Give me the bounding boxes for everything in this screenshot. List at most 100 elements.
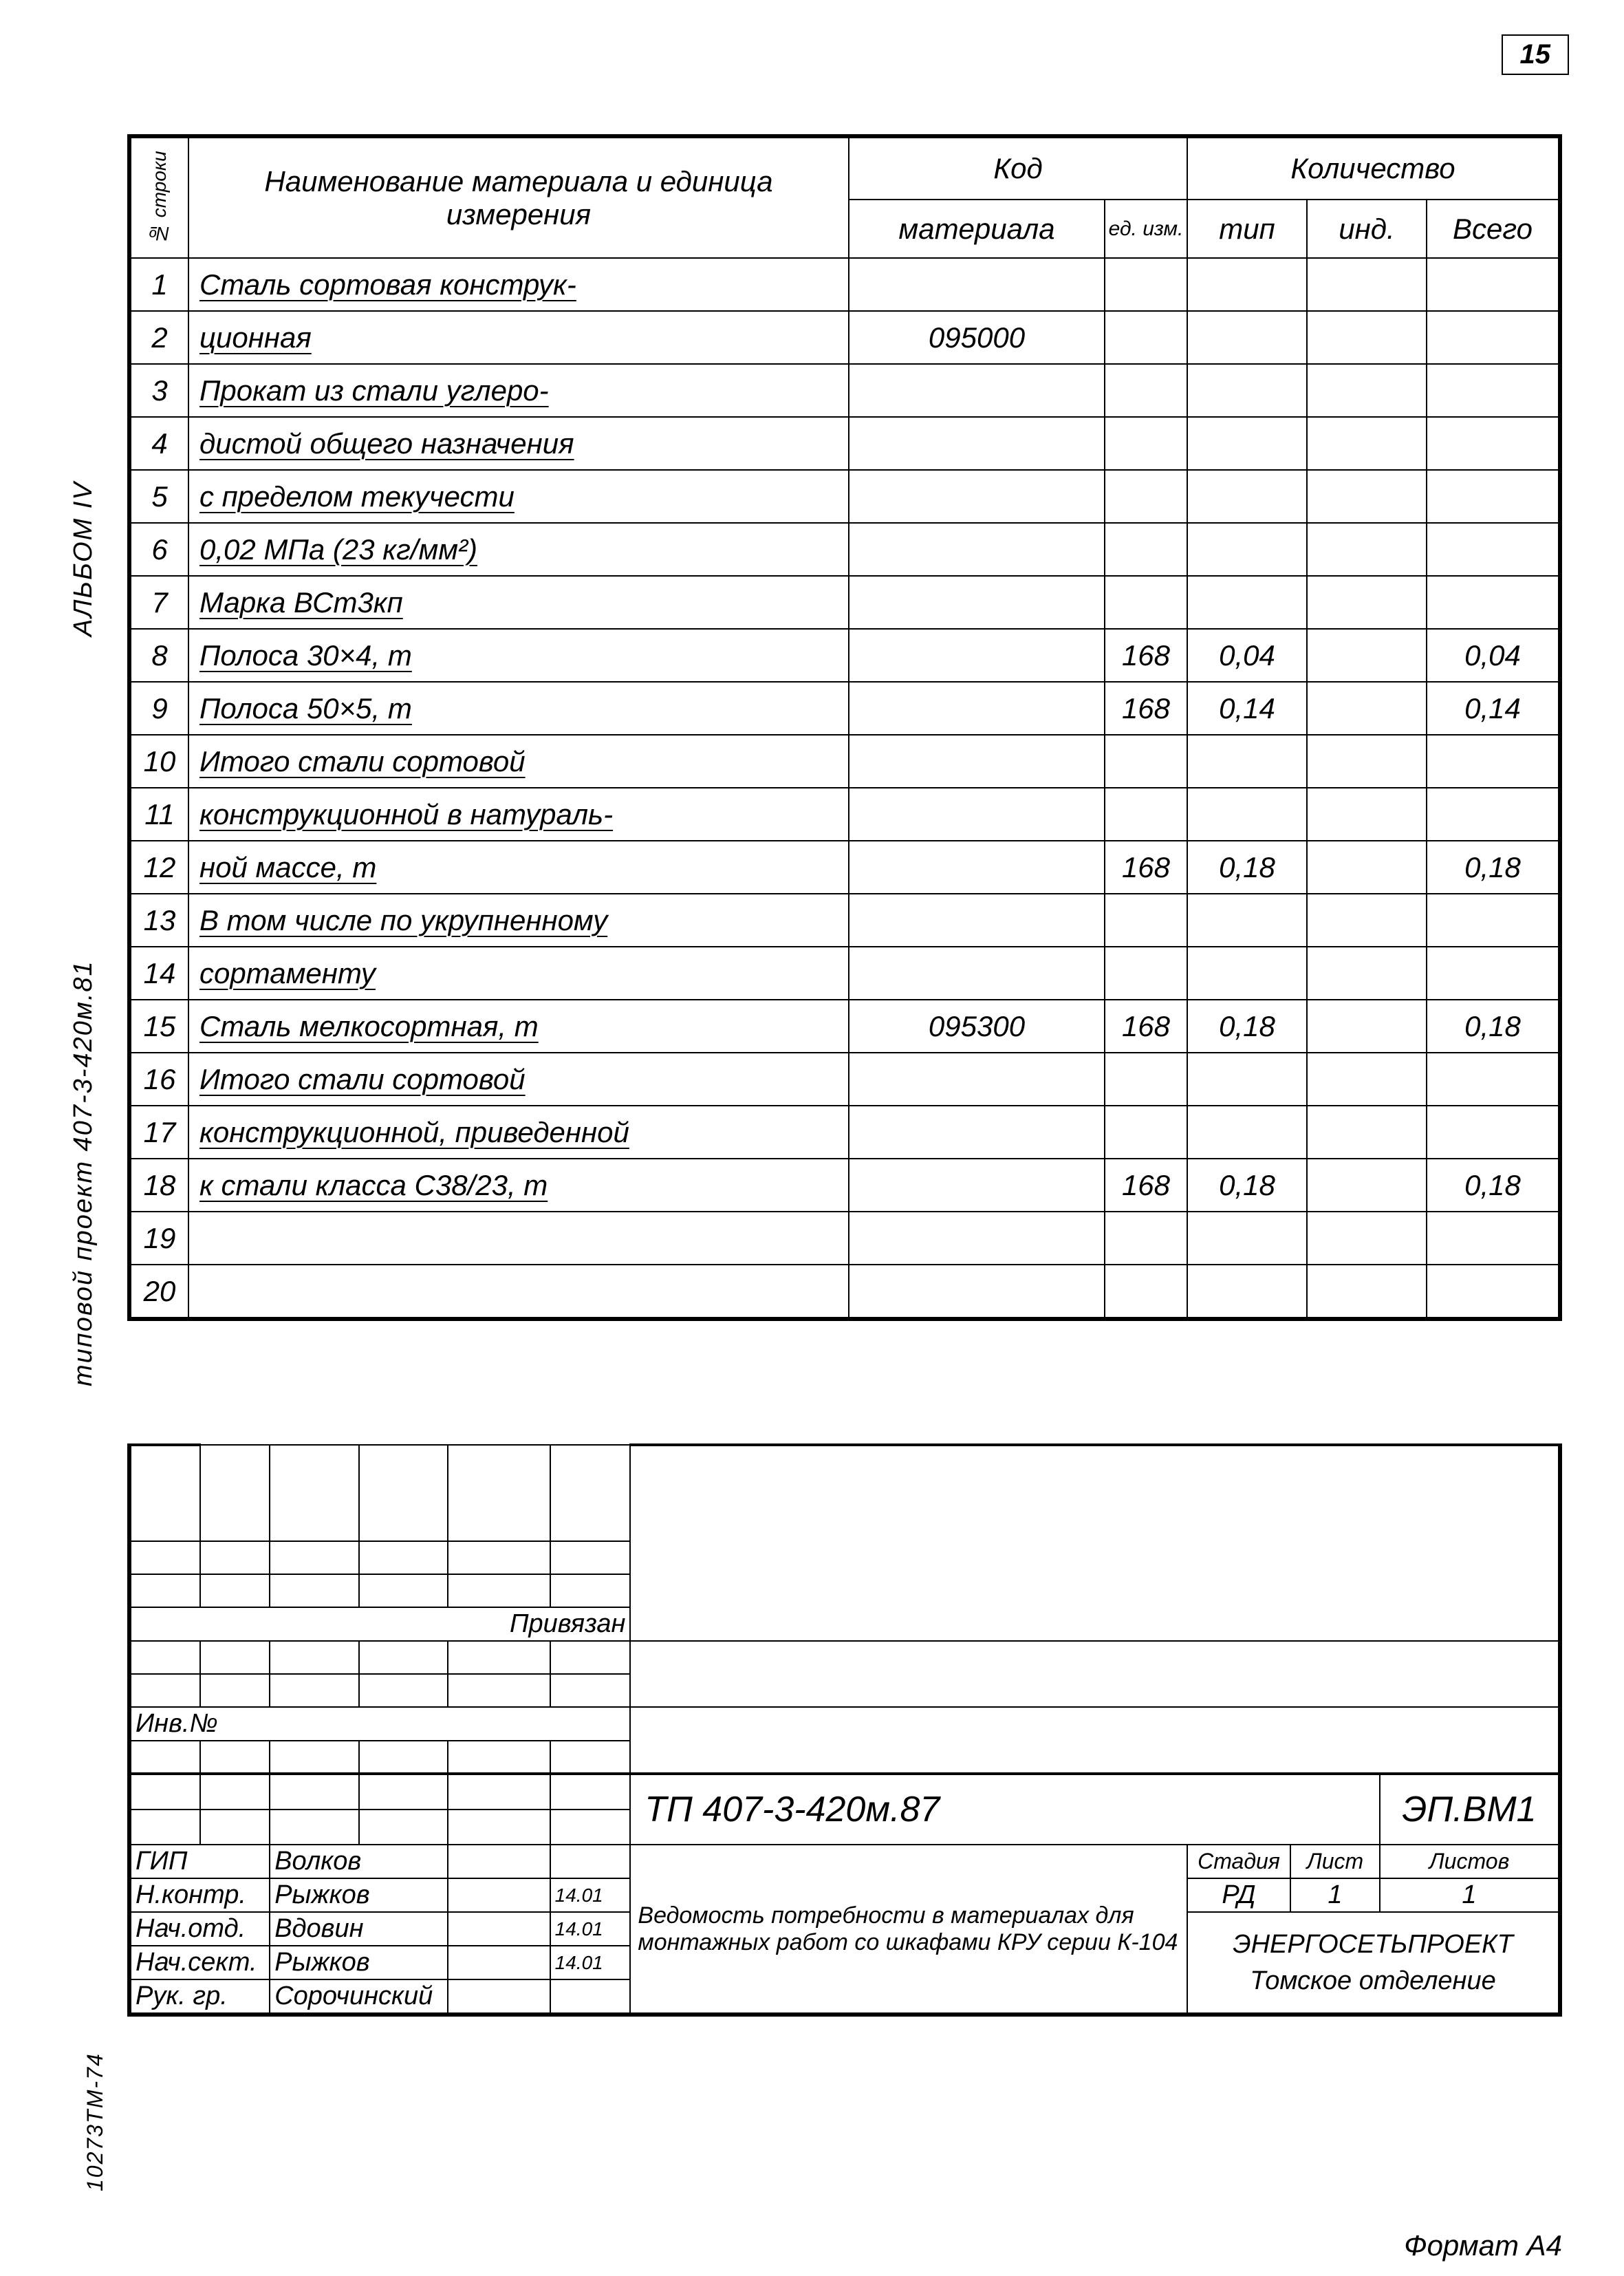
name-rukgr: Сорочинский	[270, 1979, 448, 2013]
qty-ind	[1307, 629, 1427, 682]
table-row: 17конструкционной, приведенной	[131, 1106, 1559, 1159]
unit-code	[1105, 470, 1187, 523]
material-code	[849, 788, 1105, 841]
material-code	[849, 364, 1105, 417]
unit-code	[1105, 735, 1187, 788]
unit-code	[1105, 947, 1187, 1000]
qty-ind	[1307, 682, 1427, 735]
materials-table: № строки Наименование материала и единиц…	[130, 137, 1559, 1318]
qty-tip	[1187, 523, 1307, 576]
unit-code: 168	[1105, 1000, 1187, 1053]
material-code	[849, 576, 1105, 629]
name-gip: Волков	[270, 1845, 448, 1878]
qty-total: 0,18	[1427, 1159, 1559, 1212]
row-number: 15	[131, 1000, 188, 1053]
material-code	[849, 682, 1105, 735]
qty-tip	[1187, 311, 1307, 364]
material-code	[849, 841, 1105, 894]
qty-ind	[1307, 523, 1427, 576]
role-nkontr: Н.контр.	[131, 1878, 270, 1912]
qty-ind	[1307, 894, 1427, 947]
material-name: ной массе, т	[188, 841, 849, 894]
role-gip: ГИП	[131, 1845, 270, 1878]
qty-ind	[1307, 788, 1427, 841]
date1: 14.01	[550, 1878, 631, 1912]
qty-tip	[1187, 735, 1307, 788]
role-nachotd: Нач.отд.	[131, 1912, 270, 1946]
table-row: 20	[131, 1265, 1559, 1318]
header-qty: Количество	[1187, 138, 1559, 200]
qty-tip	[1187, 1265, 1307, 1318]
qty-tip	[1187, 258, 1307, 311]
row-number: 11	[131, 788, 188, 841]
qty-total: 0,14	[1427, 682, 1559, 735]
unit-code: 168	[1105, 682, 1187, 735]
material-name	[188, 1212, 849, 1265]
qty-total	[1427, 735, 1559, 788]
material-name	[188, 1265, 849, 1318]
qty-total	[1427, 364, 1559, 417]
material-name: сортаменту	[188, 947, 849, 1000]
doc-suffix: ЭП.ВМ1	[1380, 1774, 1559, 1845]
bound-label: Привязан	[131, 1607, 630, 1641]
row-number: 12	[131, 841, 188, 894]
row-number: 3	[131, 364, 188, 417]
material-name: В том числе по укрупненному	[188, 894, 849, 947]
table-row: 19	[131, 1212, 1559, 1265]
qty-total	[1427, 1053, 1559, 1106]
sheets-label: Листов	[1380, 1845, 1559, 1878]
table-row: 15Сталь мелкосортная, т0953001680,180,18	[131, 1000, 1559, 1053]
qty-tip: 0,04	[1187, 629, 1307, 682]
material-name: ционная	[188, 311, 849, 364]
qty-ind	[1307, 417, 1427, 470]
material-code	[849, 523, 1105, 576]
qty-ind	[1307, 841, 1427, 894]
qty-ind	[1307, 311, 1427, 364]
qty-total: 0,18	[1427, 841, 1559, 894]
qty-ind	[1307, 1159, 1427, 1212]
material-name: 0,02 МПа (23 кг/мм²)	[188, 523, 849, 576]
row-number: 8	[131, 629, 188, 682]
row-number: 6	[131, 523, 188, 576]
qty-total	[1427, 470, 1559, 523]
row-number: 10	[131, 735, 188, 788]
org-name: ЭНЕРГОСЕТЬПРОЕКТ	[1192, 1930, 1554, 1960]
table-row: 10Итого стали сортовой	[131, 735, 1559, 788]
table-row: 1Сталь сортовая конструк-	[131, 258, 1559, 311]
qty-tip	[1187, 364, 1307, 417]
material-name: Итого стали сортовой	[188, 1053, 849, 1106]
material-name: Прокат из стали углеро-	[188, 364, 849, 417]
material-code: 095000	[849, 311, 1105, 364]
sheet-label: Лист	[1290, 1845, 1380, 1878]
material-name: Сталь мелкосортная, т	[188, 1000, 849, 1053]
material-code	[849, 1159, 1105, 1212]
material-code	[849, 258, 1105, 311]
table-row: 14сортаменту	[131, 947, 1559, 1000]
unit-code	[1105, 417, 1187, 470]
qty-total	[1427, 1212, 1559, 1265]
unit-code	[1105, 576, 1187, 629]
qty-tip: 0,18	[1187, 1159, 1307, 1212]
unit-code	[1105, 364, 1187, 417]
row-number: 17	[131, 1106, 188, 1159]
sheet-val: 1	[1290, 1878, 1380, 1912]
table-row: 60,02 МПа (23 кг/мм²)	[131, 523, 1559, 576]
name-nkontr: Рыжков	[270, 1878, 448, 1912]
material-name: Полоса 50×5, т	[188, 682, 849, 735]
qty-ind	[1307, 1053, 1427, 1106]
material-code	[849, 1265, 1105, 1318]
gost-label: 10273ТМ-74	[83, 2052, 108, 2191]
table-row: 4дистой общего назначения	[131, 417, 1559, 470]
inv-label: Инв.№	[131, 1707, 630, 1741]
material-code	[849, 1212, 1105, 1265]
row-number: 16	[131, 1053, 188, 1106]
qty-tip: 0,14	[1187, 682, 1307, 735]
qty-tip	[1187, 576, 1307, 629]
qty-tip: 0,18	[1187, 841, 1307, 894]
qty-tip	[1187, 1053, 1307, 1106]
doc-code: ТП 407-3-420м.87	[630, 1774, 1380, 1845]
unit-code	[1105, 258, 1187, 311]
qty-total	[1427, 894, 1559, 947]
title-block: Привязан Инв.№ ТП 407-3-420м.87 ЭП.ВМ1 Г…	[127, 1443, 1562, 2017]
table-row: 5с пределом текучести	[131, 470, 1559, 523]
